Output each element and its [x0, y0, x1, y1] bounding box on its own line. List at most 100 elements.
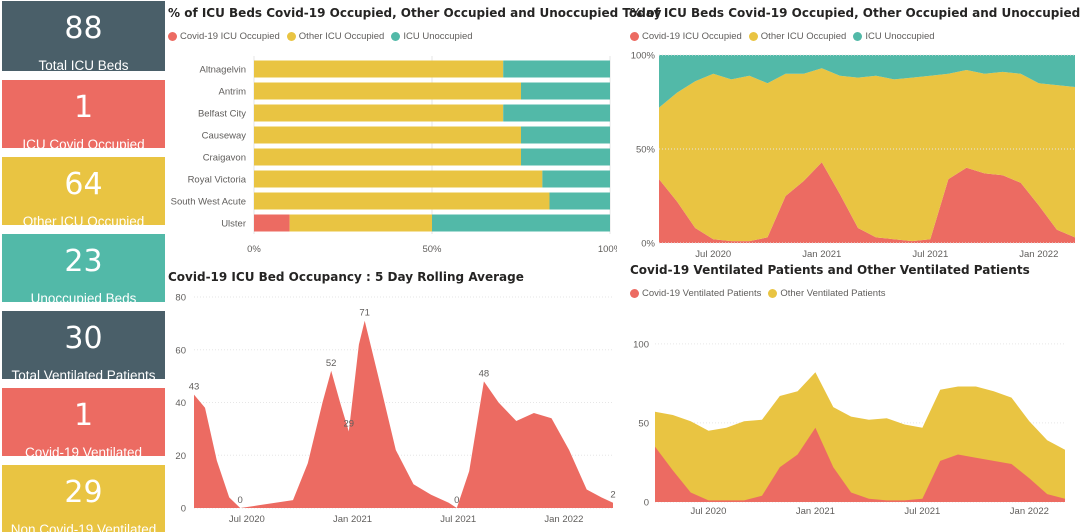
- card-label: Non Covid-19 Ventilated: [10, 522, 157, 532]
- y-tick-label: 50: [638, 418, 649, 429]
- y-tick-label: 0: [181, 504, 186, 515]
- legend-item[interactable]: ICU Unoccupied: [853, 31, 935, 42]
- bar-segment: [254, 82, 521, 100]
- legend-dot: [630, 32, 639, 41]
- legend-dot: [768, 289, 778, 298]
- x-tick-label: Jul 2021: [904, 506, 940, 517]
- x-tick-label: 0%: [247, 244, 261, 255]
- legend-label: ICU Unoccupied: [403, 31, 473, 42]
- x-tick-label: Jul 2020: [229, 514, 265, 525]
- legend-label: Covid-19 ICU Occupied: [180, 31, 280, 42]
- data-label: 71: [359, 308, 370, 319]
- y-tick-label: 100%: [631, 51, 656, 62]
- chart-ventilated-area[interactable]: 0 50 100 Jul 2020 Jan 2021 Jul 2021 Jan 2022: [625, 320, 1077, 530]
- y-tick-label: 100: [633, 339, 649, 350]
- bar-segment: [521, 126, 610, 144]
- legend-item[interactable]: Covid-19 ICU Occupied: [168, 31, 280, 42]
- card-value: 1: [73, 398, 94, 433]
- bar-segment: [503, 104, 610, 122]
- chart-title-rolling: Covid-19 ICU Bed Occupancy : 5 Day Rolli…: [168, 270, 524, 284]
- x-tick-label: Jan 2022: [544, 514, 583, 525]
- area-series: [659, 162, 1075, 243]
- legend-vent: Covid-19 Ventilated Patients Other Venti…: [630, 288, 892, 299]
- legend-item[interactable]: Other Ventilated Patients: [768, 288, 885, 299]
- y-tick-label: 20: [175, 451, 186, 462]
- legend-label: Other Ventilated Patients: [780, 288, 886, 299]
- card-non-covid-ventilated[interactable]: 29 Non Covid-19 Ventilated: [2, 465, 165, 532]
- legend-item[interactable]: Covid-19 ICU Occupied: [630, 31, 742, 42]
- card-total-icu-beds[interactable]: 88 Total ICU Beds: [2, 1, 165, 71]
- card-icu-covid-occupied[interactable]: 1 ICU Covid Occupied: [2, 80, 165, 148]
- card-unoccupied-beds[interactable]: 23 Unoccupied Beds: [2, 234, 165, 302]
- x-tick-label: Jan 2022: [1010, 506, 1049, 517]
- category-label: Ulster: [221, 219, 246, 230]
- legend-label: Covid-19 ICU Occupied: [642, 31, 742, 42]
- bar-segment: [254, 104, 504, 122]
- data-label: 0: [238, 495, 243, 506]
- y-tick-label: 80: [175, 293, 186, 304]
- card-other-icu-occupied[interactable]: 64 Other ICU Occupied: [2, 157, 165, 225]
- area-series: [655, 427, 1065, 502]
- area-series: [659, 68, 1075, 242]
- legend-item[interactable]: Other ICU Occupied: [748, 31, 846, 42]
- data-label: 29: [343, 419, 354, 430]
- legend-dot: [391, 32, 401, 41]
- bar-segment: [521, 82, 610, 100]
- category-label: Belfast City: [198, 109, 246, 120]
- card-label: Total Ventilated Patients: [11, 368, 156, 379]
- chart-trend-area[interactable]: 0% 50% 100% Jul 2020 Jan 2021 Jul 2021 Jan 202…: [625, 48, 1077, 263]
- legend-label: ICU Unoccupied: [865, 31, 935, 42]
- x-tick-label: Jan 2022: [1019, 249, 1058, 260]
- data-label: 2: [610, 490, 615, 501]
- area-series: [194, 320, 613, 508]
- bar-segment: [542, 170, 610, 188]
- data-label: 52: [326, 358, 337, 369]
- data-label: 43: [189, 382, 200, 393]
- y-tick-label: 50%: [636, 145, 656, 156]
- card-value: 64: [64, 167, 103, 202]
- x-tick-label: Jan 2021: [802, 249, 841, 260]
- bar-segment: [254, 192, 550, 210]
- card-value: 29: [64, 475, 103, 510]
- bar-segment: [521, 148, 610, 166]
- chart-title-today: % of ICU Beds Covid-19 Occupied, Other O…: [168, 6, 662, 20]
- card-value: 23: [64, 244, 103, 279]
- legend-dot: [286, 32, 296, 41]
- area-series: [659, 55, 1075, 108]
- bar-segment: [254, 60, 504, 78]
- card-label: Covid-19 Ventilated: [24, 445, 143, 456]
- legend-label: Other ICU Occupied: [298, 31, 385, 42]
- x-tick-label: Jul 2020: [691, 506, 727, 517]
- y-tick-label: 0%: [641, 239, 655, 250]
- card-total-ventilated[interactable]: 30 Total Ventilated Patients: [2, 311, 165, 379]
- chart-today-bars[interactable]: Altnagelvin Antrim Belfast City Causeway Cra…: [165, 50, 617, 265]
- chart-rolling-area[interactable]: 0 20 40 60 80 43 0 52 29 71 0 48 2 Jul 2020 Jan 2021 Ju…: [165, 287, 617, 527]
- legend-item[interactable]: Covid-19 Ventilated Patients: [630, 288, 761, 299]
- category-label: South West Acute: [171, 197, 246, 208]
- legend-label: Covid-19 Ventilated Patients: [642, 288, 762, 299]
- card-label: Total ICU Beds: [38, 58, 129, 71]
- chart-title-trend: % of ICU Beds Covid-19 Occupied, Other O…: [630, 6, 1080, 20]
- x-tick-label: Jul 2021: [912, 249, 948, 260]
- legend-item[interactable]: ICU Unoccupied: [391, 31, 473, 42]
- x-tick-label: Jan 2021: [333, 514, 372, 525]
- card-value: 1: [73, 90, 94, 125]
- legend-item[interactable]: Other ICU Occupied: [286, 31, 385, 42]
- bar-segment: [289, 214, 432, 232]
- data-label: 48: [479, 368, 490, 379]
- legend-dot: [853, 32, 863, 41]
- y-tick-label: 40: [175, 398, 186, 409]
- legend-dot: [748, 32, 758, 41]
- x-tick-label: 100%: [598, 244, 617, 255]
- bar-segment: [254, 148, 521, 166]
- card-covid-ventilated[interactable]: 1 Covid-19 Ventilated: [2, 388, 165, 456]
- y-tick-label: 0: [644, 498, 649, 509]
- legend-dot: [168, 32, 177, 41]
- card-label: Unoccupied Beds: [30, 291, 137, 302]
- card-value: 30: [64, 321, 103, 356]
- legend-today: Covid-19 ICU Occupied Other ICU Occupied…: [168, 31, 480, 42]
- x-tick-label: Jan 2021: [796, 506, 835, 517]
- category-label: Royal Victoria: [188, 175, 247, 186]
- bar-segment: [254, 170, 543, 188]
- category-label: Altnagelvin: [200, 65, 246, 76]
